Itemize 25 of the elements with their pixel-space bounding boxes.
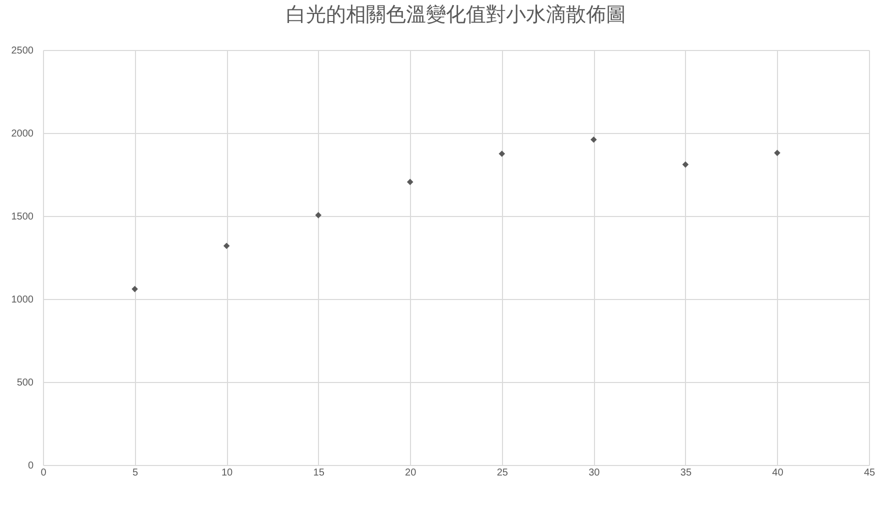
- x-tick-label: 25: [496, 468, 508, 478]
- point: [406, 178, 414, 186]
- y-tick-label: 500: [16, 378, 34, 388]
- point: [498, 150, 506, 157]
- x-tick-label: 45: [864, 468, 876, 478]
- point: [774, 150, 780, 156]
- point: [132, 286, 138, 292]
- x-tick-label: 5: [132, 468, 138, 478]
- y-tick-label: 2500: [11, 46, 34, 56]
- point: [315, 212, 322, 218]
- x-tick-label: 15: [313, 468, 325, 478]
- y-tick-label: 1500: [11, 212, 34, 222]
- x-tick-label: 10: [221, 468, 234, 478]
- y-tick-label: 2000: [11, 128, 34, 140]
- x-tick-label: 20: [405, 468, 417, 478]
- y-tick-label: 0: [28, 460, 34, 472]
- point: [223, 242, 230, 250]
- point: [682, 161, 689, 168]
- y-tick-label: 1000: [11, 294, 34, 306]
- x-tick-label: 35: [680, 468, 692, 478]
- point: [590, 136, 597, 143]
- x-tick-label: 30: [588, 468, 600, 478]
- chart-title: 白光的相關色溫變化值對小水滴散佈圖: [286, 2, 626, 26]
- x-tick-label: 40: [772, 468, 784, 478]
- x-tick-label: 0: [40, 468, 47, 478]
